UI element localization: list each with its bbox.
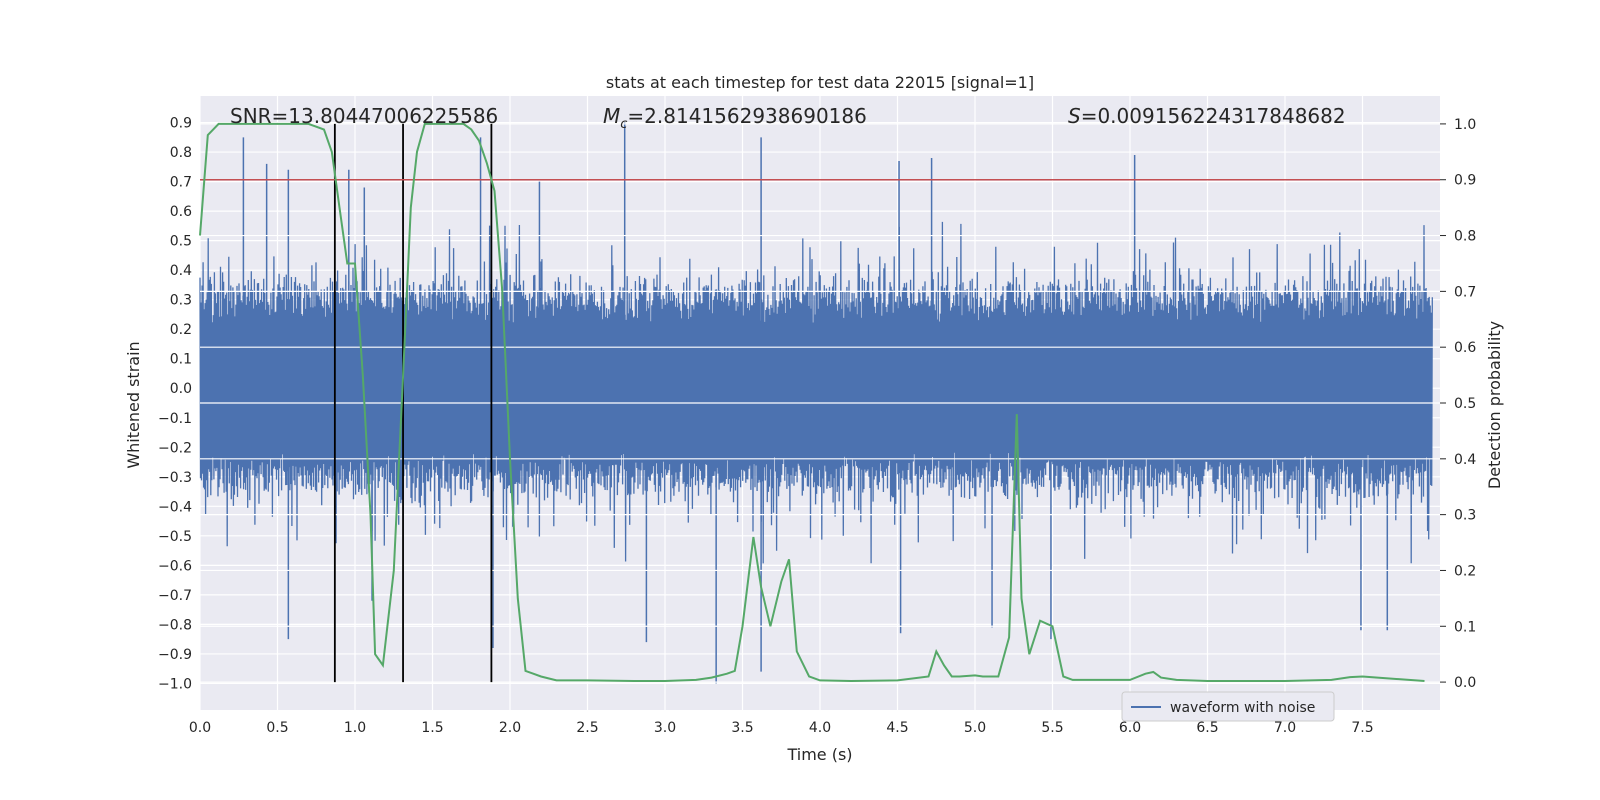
- left-y-tick-label: −0.1: [158, 411, 192, 427]
- left-y-tick-label: −1.0: [158, 676, 192, 692]
- left-y-tick-label: 0.5: [170, 234, 192, 250]
- left-y-tick-label: 0.3: [170, 293, 192, 309]
- chirp-mass-annotation: Mc=2.8141562938690186: [603, 104, 867, 132]
- left-y-tick-label: 0.9: [170, 116, 192, 132]
- right-y-tick-label: 1.0: [1454, 117, 1476, 133]
- left-y-tick-label: −0.8: [158, 617, 192, 633]
- x-tick-label: 7.0: [1274, 720, 1296, 736]
- legend-label: waveform with noise: [1170, 700, 1315, 716]
- right-y-tick-label: 0.0: [1454, 675, 1476, 691]
- x-tick-label: 2.5: [576, 720, 598, 736]
- x-tick-label: 4.5: [886, 720, 908, 736]
- event-markers: [333, 123, 493, 683]
- left-y-tick-label: 0.4: [170, 263, 192, 279]
- left-y-tick-label: 0.2: [170, 322, 192, 338]
- right-y-tick-label: 0.4: [1454, 452, 1476, 468]
- snr-annotation: SNR=13.80447006225586: [230, 104, 498, 128]
- detection-probability-series: [199, 122, 1425, 683]
- left-y-axis-label: Whitened strain: [124, 341, 143, 468]
- x-tick-label: 1.5: [421, 720, 443, 736]
- probability-line: [199, 122, 1425, 683]
- right-y-tick-label: 0.6: [1454, 340, 1476, 356]
- left-y-tick-label: −0.6: [158, 558, 192, 574]
- x-tick-label: 6.0: [1119, 720, 1141, 736]
- left-y-tick-label: −0.9: [158, 647, 192, 663]
- chart-title: stats at each timestep for test data 220…: [606, 73, 1034, 92]
- x-tick-label: 0.0: [189, 720, 211, 736]
- x-tick-label: 5.0: [964, 720, 986, 736]
- right-y-tick-label: 0.5: [1454, 396, 1476, 412]
- x-tick-label: 5.5: [1041, 720, 1063, 736]
- x-tick-label: 3.0: [654, 720, 676, 736]
- left-y-tick-label: −0.7: [158, 588, 192, 604]
- right-y-tick-label: 0.3: [1454, 508, 1476, 524]
- x-tick-label: 6.5: [1196, 720, 1218, 736]
- left-y-tick-label: −0.5: [158, 529, 192, 545]
- x-axis-label: Time (s): [786, 745, 852, 764]
- left-y-tick-label: −0.2: [158, 440, 192, 456]
- x-tick-label: 4.0: [809, 720, 831, 736]
- left-y-tick-label: 0.8: [170, 145, 192, 161]
- right-y-tick-label: 0.9: [1454, 173, 1476, 189]
- legend-box: [1121, 691, 1335, 722]
- x-tick-label: 7.5: [1351, 720, 1373, 736]
- left-y-tick-label: −0.3: [158, 470, 192, 486]
- x-tick-label: 1.0: [344, 720, 366, 736]
- right-y-tick-label: 0.1: [1454, 619, 1476, 635]
- waveform-line: [199, 221, 1433, 564]
- left-y-tick-label: −0.4: [158, 499, 192, 515]
- left-y-tick-label: 0.6: [170, 204, 192, 220]
- left-y-tick-label: 0.7: [170, 175, 192, 191]
- chirp-mass-value: =2.8141562938690186: [627, 104, 866, 128]
- tick-labels: 0.0 0.5 1.0 1.5 2.0 2.5 3.0 3.5 4.0 4.5 5.0 5.5 6.0 6…: [158, 116, 1476, 736]
- right-y-tick-label: 0.7: [1454, 284, 1476, 300]
- chirp-mass-symbol: M: [603, 104, 620, 128]
- right-y-tick-label: 0.8: [1454, 229, 1476, 245]
- left-y-tick-label: 0.0: [170, 381, 192, 397]
- s-annotation: S=0.009156224317848682: [1068, 104, 1346, 128]
- right-y-tick-label: 0.2: [1454, 563, 1476, 579]
- legend: waveform with noise: [1121, 691, 1335, 722]
- right-y-axis-label: Detection probability: [1485, 321, 1504, 489]
- x-tick-label: 0.5: [266, 720, 288, 736]
- x-tick-label: 2.0: [499, 720, 521, 736]
- s-value: =0.009156224317848682: [1081, 104, 1346, 128]
- x-tick-label: 3.5: [731, 720, 753, 736]
- chirp-mass-subscript: c: [620, 117, 627, 132]
- s-symbol: S: [1068, 104, 1081, 128]
- left-y-tick-label: 0.1: [170, 352, 192, 368]
